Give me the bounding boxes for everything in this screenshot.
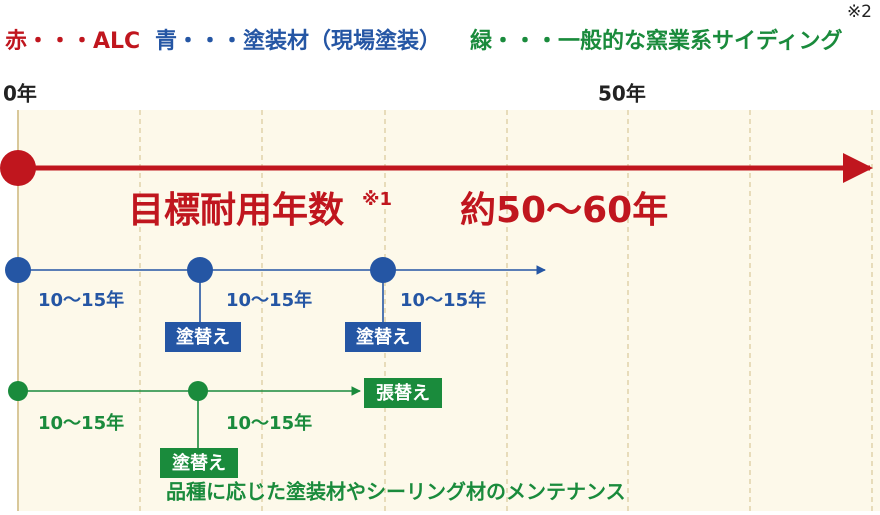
axis-start: 0年 [3, 82, 37, 106]
blue-interval: 10〜15年 [38, 289, 124, 311]
green-box-label: 張替え [376, 382, 430, 404]
green-interval: 10〜15年 [226, 412, 312, 434]
blue-box [165, 322, 241, 352]
red-label: 目標耐用年数 [128, 190, 344, 231]
blue-interval: 10〜15年 [400, 289, 486, 311]
green-box-label: 塗替え [172, 452, 226, 474]
green-node [8, 381, 28, 401]
legend-green: 緑・・・一般的な窯業系サイディング [470, 28, 842, 54]
blue-node [370, 257, 396, 283]
note-mark: ※2 [847, 2, 872, 22]
blue-box [345, 322, 421, 352]
green-interval: 10〜15年 [38, 412, 124, 434]
green-box [160, 448, 238, 478]
green-node [188, 381, 208, 401]
blue-node [187, 257, 213, 283]
blue-box-label: 塗替え [356, 326, 410, 348]
blue-node [5, 257, 31, 283]
red-start [0, 150, 36, 186]
axis-mid: 50年 [598, 82, 646, 106]
timeline-background [18, 110, 880, 511]
blue-interval: 10〜15年 [226, 289, 312, 311]
green-box [364, 378, 442, 408]
red-span: 約50〜60年 [460, 190, 668, 231]
legend-blue: 青・・・塗装材（現場塗装） [155, 28, 441, 54]
green-footer: 品種に応じた塗装材やシーリング材のメンテナンス [166, 480, 626, 504]
legend-red: 赤・・・ALC [5, 29, 140, 54]
blue-box-label: 塗替え [176, 326, 230, 348]
red-sup: ※1 [362, 189, 392, 210]
